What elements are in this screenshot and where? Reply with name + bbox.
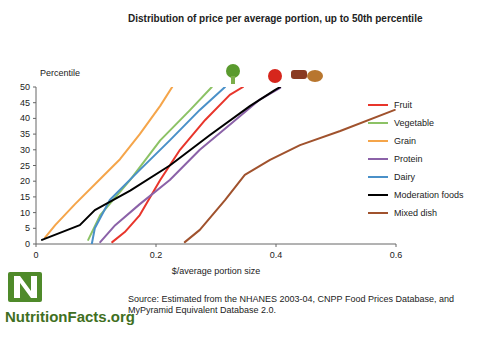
logo: NutritionFacts.org xyxy=(5,272,135,325)
y-tick xyxy=(33,228,36,229)
x-tick-label: 0.2 xyxy=(150,250,163,260)
plot-area xyxy=(42,87,395,244)
y-tick-label: 45 xyxy=(20,98,30,108)
x-tick-label: 0 xyxy=(33,250,38,260)
y-tick-label: 40 xyxy=(20,113,30,123)
y-tick xyxy=(33,165,36,166)
y-tick xyxy=(33,87,36,88)
legend-swatch xyxy=(368,122,388,124)
y-tick xyxy=(33,134,36,135)
logo-mark xyxy=(8,272,42,302)
x-tick-label: 0.6 xyxy=(390,250,403,260)
icon xyxy=(231,76,235,84)
series-line xyxy=(185,110,395,242)
x-tick xyxy=(276,244,277,247)
legend-swatch xyxy=(368,194,388,196)
series-line xyxy=(42,87,280,240)
icon xyxy=(268,69,282,83)
icon xyxy=(291,70,307,79)
legend-label: Vegetable xyxy=(394,118,434,128)
legend-label: Fruit xyxy=(394,100,412,110)
y-tick xyxy=(33,181,36,182)
legend-label: Grain xyxy=(394,136,416,146)
legend-label: Mixed dish xyxy=(394,208,437,218)
y-tick-label: 10 xyxy=(20,208,30,218)
y-tick-label: 50 xyxy=(20,82,30,92)
legend-swatch xyxy=(368,176,388,178)
chart: Distribution of price per average portio… xyxy=(0,0,480,360)
x-tick xyxy=(156,244,157,247)
legend-swatch xyxy=(368,104,388,106)
legend-label: Moderation foods xyxy=(394,190,464,200)
logo-mark xyxy=(14,276,37,298)
series-line xyxy=(88,87,212,240)
y-tick xyxy=(33,196,36,197)
y-tick-label: 35 xyxy=(20,129,30,139)
x-axis-label: $/average portion size xyxy=(172,266,261,276)
series-line xyxy=(100,88,280,242)
legend-swatch xyxy=(368,140,388,142)
x-tick-label: 0.4 xyxy=(270,250,283,260)
y-tick-label: 5 xyxy=(25,223,30,233)
series-line xyxy=(45,87,172,238)
title: Distribution of price per average portio… xyxy=(128,13,423,24)
y-tick xyxy=(33,102,36,103)
x-axis-line xyxy=(36,244,396,245)
legend-swatch xyxy=(368,212,388,214)
y-tick xyxy=(33,212,36,213)
legend-label: Protein xyxy=(394,154,423,164)
legend-label: Dairy xyxy=(394,172,416,182)
y-tick-label: 15 xyxy=(20,192,30,202)
x-tick xyxy=(396,244,397,247)
legend-swatch xyxy=(368,158,388,160)
series-line xyxy=(92,87,225,244)
y-tick-label: 20 xyxy=(20,176,30,186)
series-line xyxy=(112,87,243,242)
icon xyxy=(226,64,240,78)
y-axis-label: Percentile xyxy=(40,68,80,78)
source-note: Source: Estimated from the NHANES 2003-0… xyxy=(128,294,454,315)
y-tick xyxy=(33,118,36,119)
y-tick-label: 30 xyxy=(20,145,30,155)
y-tick-label: 25 xyxy=(20,161,30,171)
icon xyxy=(307,70,323,82)
y-tick-label: 0 xyxy=(25,239,30,249)
x-tick xyxy=(36,244,37,247)
y-tick xyxy=(33,149,36,150)
logo-text: NutritionFacts.org xyxy=(5,308,135,325)
